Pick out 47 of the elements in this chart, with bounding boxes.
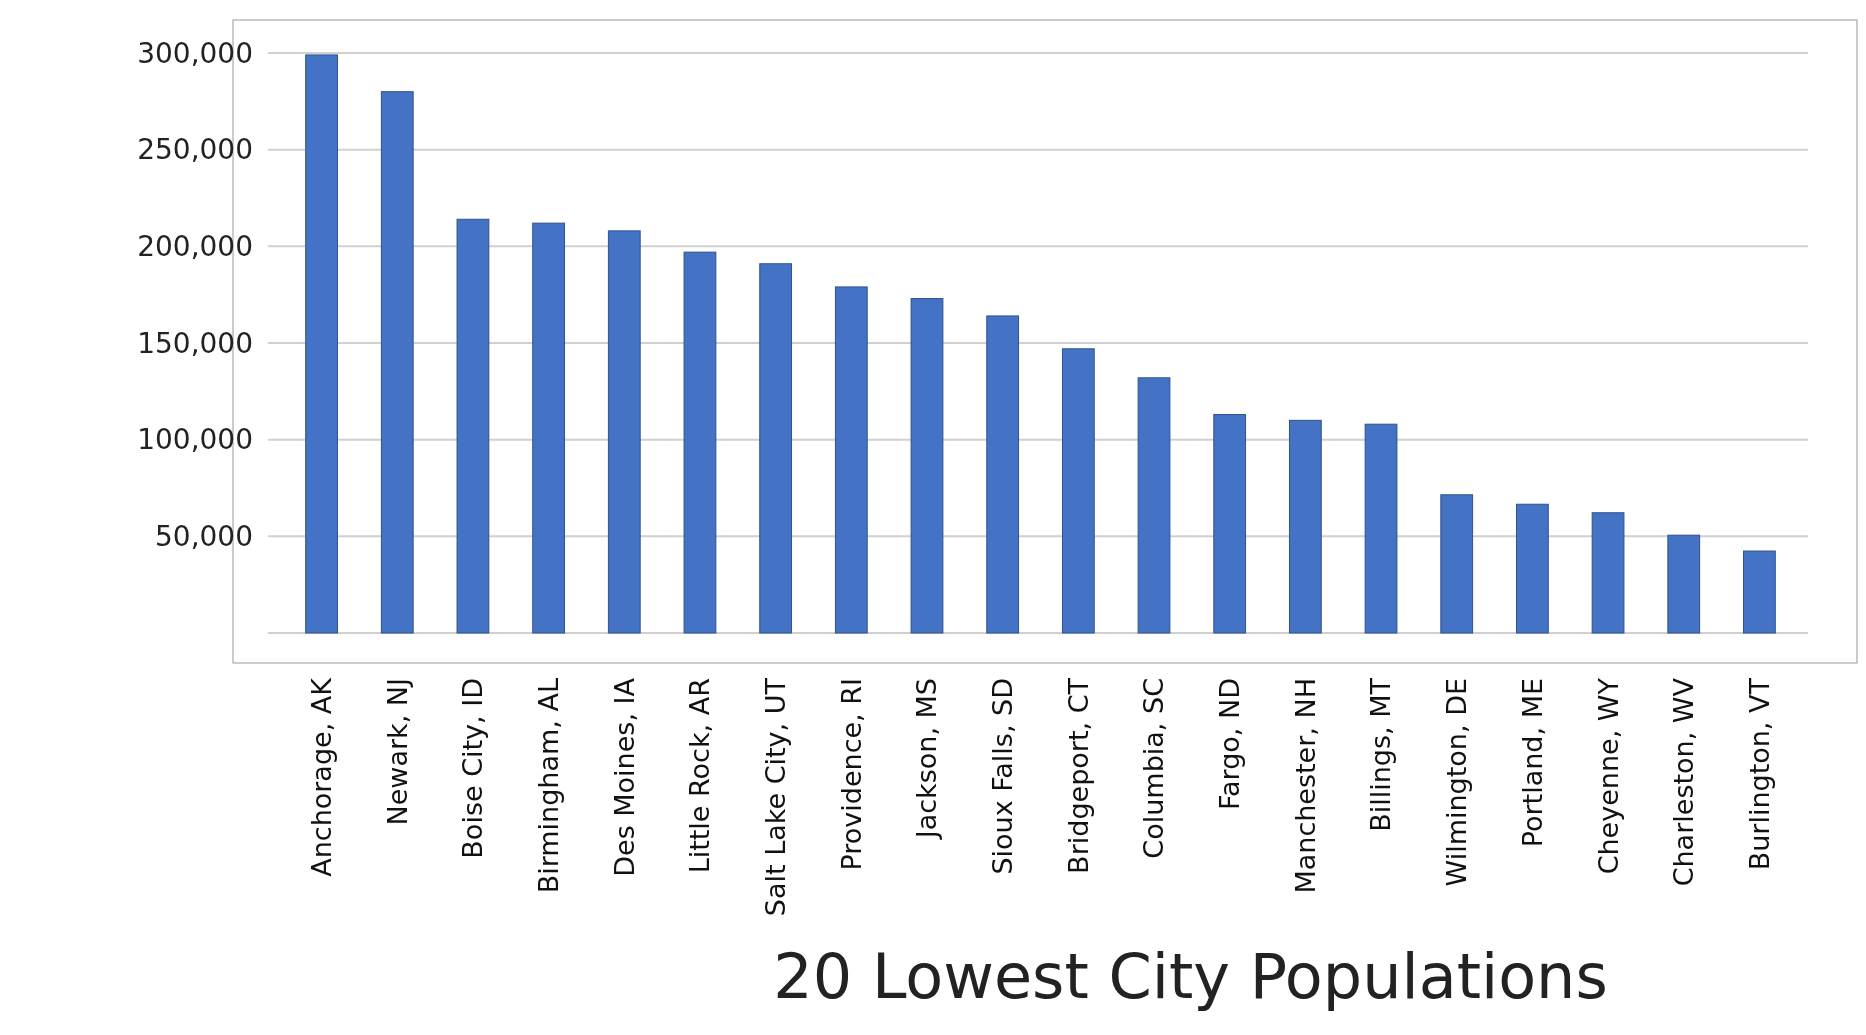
bar xyxy=(380,91,414,634)
bar xyxy=(986,315,1020,634)
text: 20 Lowest City Populations xyxy=(773,940,1608,1013)
bar xyxy=(1213,414,1247,634)
bar xyxy=(1061,348,1095,634)
bar xyxy=(532,222,566,634)
bar xyxy=(1137,377,1171,634)
x-tick-label: Sioux Falls, SD xyxy=(987,678,1019,875)
bar xyxy=(1743,550,1776,634)
x-tick-label: Boise City, ID xyxy=(457,678,489,859)
bar xyxy=(1515,503,1549,634)
x-tick-label: Des Moines, IA xyxy=(608,677,640,877)
x-tick-label: Salt Lake City, UT xyxy=(760,677,792,917)
bar xyxy=(1667,534,1701,634)
x-tick-label: Burlington, VT xyxy=(1743,677,1775,871)
x-tick-label: Newark, NJ xyxy=(381,678,413,826)
x-tick-label: Little Rock, AR xyxy=(684,678,716,874)
bar xyxy=(910,298,944,634)
x-tick-label: Fargo, ND xyxy=(1214,678,1246,811)
x-tick-label: Wilmington, DE xyxy=(1441,678,1473,887)
bar xyxy=(1440,494,1474,634)
bar xyxy=(456,218,490,634)
x-tick-label: Billings, MT xyxy=(1365,677,1397,832)
bar xyxy=(834,286,868,634)
x-tick-label: Providence, RI xyxy=(835,678,867,871)
y-tick-label: 300,000 xyxy=(137,36,253,70)
x-tick-label: Charleston, WV xyxy=(1668,677,1700,887)
x-tick-label: Portland, ME xyxy=(1516,678,1548,848)
x-tick-label: Columbia, SC xyxy=(1138,678,1170,859)
bar xyxy=(305,54,338,634)
x-tick-label: Manchester, NH xyxy=(1289,678,1321,894)
x-tick-label: Cheyenne, WY xyxy=(1592,677,1624,875)
bar xyxy=(1591,512,1625,634)
bar xyxy=(1364,423,1398,634)
x-tick-label: Anchorage, AK xyxy=(306,676,338,877)
y-tick-label: 200,000 xyxy=(137,230,253,264)
x-tick-label: Jackson, MS xyxy=(911,678,943,841)
x-tick-label: Bridgeport, CT xyxy=(1062,677,1094,874)
bar xyxy=(1288,419,1322,634)
y-tick-label: 50,000 xyxy=(155,520,253,554)
bar xyxy=(683,251,717,634)
x-tick-label: Birmingham, AL xyxy=(533,678,565,894)
y-tick-label: 100,000 xyxy=(137,423,253,457)
y-tick-label: 150,000 xyxy=(137,326,253,360)
bar xyxy=(607,230,641,634)
y-tick-label: 250,000 xyxy=(137,133,253,167)
bar xyxy=(759,263,793,634)
